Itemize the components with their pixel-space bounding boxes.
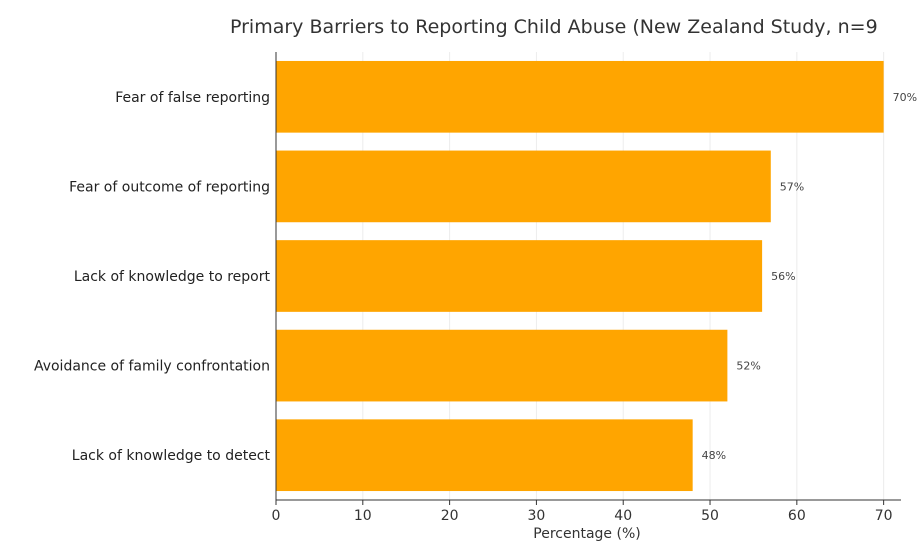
x-axis-label: Percentage (%) <box>533 526 640 541</box>
x-tick-label: 30 <box>528 508 546 524</box>
x-tick-label: 40 <box>614 508 632 524</box>
x-tick-label: 70 <box>875 508 893 524</box>
bars <box>276 60 884 492</box>
category-label: Fear of outcome of reporting <box>69 179 270 195</box>
data-label: 52% <box>736 360 760 373</box>
data-label: 70% <box>893 91 917 104</box>
category-label: Lack of knowledge to detect <box>72 448 271 464</box>
x-tick-label: 50 <box>701 508 719 524</box>
labels: Fear of false reporting 70% Fear of outcom… <box>34 90 917 464</box>
data-label: 48% <box>702 449 726 462</box>
x-tick-label: 0 <box>272 508 281 524</box>
category-label: Lack of knowledge to report <box>74 269 271 285</box>
bar <box>276 240 763 312</box>
data-label: 57% <box>780 180 804 193</box>
category-label: Fear of false reporting <box>115 90 270 106</box>
bar <box>276 419 693 492</box>
bar <box>276 150 771 223</box>
bar <box>276 329 728 402</box>
bar <box>276 60 884 133</box>
category-label: Avoidance of family confrontation <box>34 359 270 375</box>
chart-title: Primary Barriers to Reporting Child Abus… <box>230 16 878 38</box>
axes: 0 10 20 30 40 50 60 70 <box>272 52 901 524</box>
x-tick-label: 60 <box>788 508 806 524</box>
data-label: 56% <box>771 270 795 283</box>
x-tick-label: 10 <box>354 508 372 524</box>
x-tick-label: 20 <box>441 508 459 524</box>
